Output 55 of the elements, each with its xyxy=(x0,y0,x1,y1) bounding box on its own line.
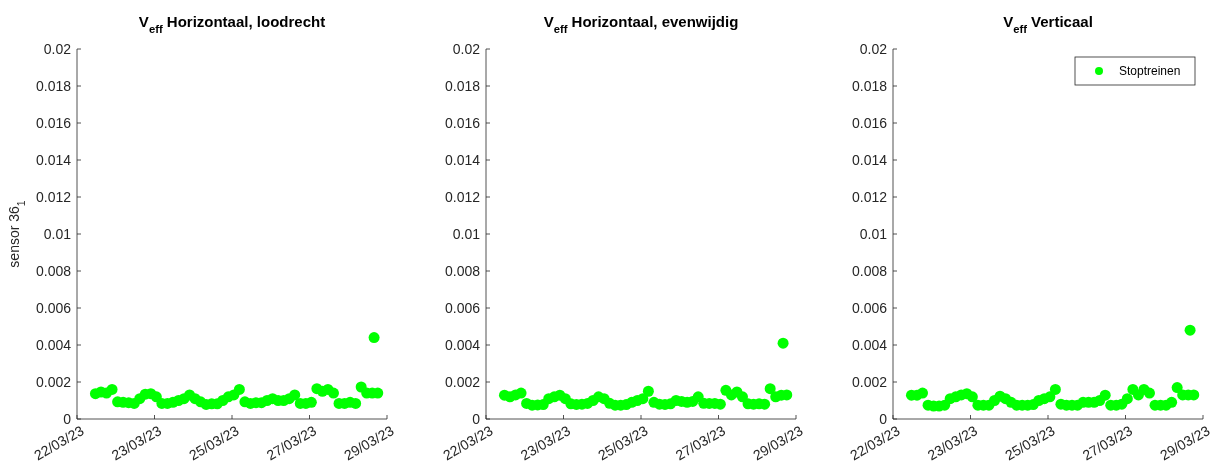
point xyxy=(736,391,748,403)
y-tick-label: 0.014 xyxy=(35,151,72,168)
y-tick-label: 0.004 xyxy=(851,336,888,353)
chart-title: V$_{eff}$ Horizontaal, evenwijdig xyxy=(543,13,739,35)
point xyxy=(233,383,245,395)
point xyxy=(106,383,118,395)
y-tick-label: 0.01 xyxy=(452,225,481,242)
y-tick-label: 0.02 xyxy=(43,40,72,57)
y-tick-label: 0.012 xyxy=(851,188,888,205)
y-tick-label: 0.002 xyxy=(35,373,72,390)
y-tick-label: 0.016 xyxy=(851,114,888,131)
y-tick-label: 0.02 xyxy=(452,40,481,57)
y-tick-label: 0.01 xyxy=(43,225,72,242)
y-tick-label: 0.018 xyxy=(851,77,888,94)
y-tick-label: 0.01 xyxy=(859,225,888,242)
point xyxy=(289,389,301,401)
point xyxy=(637,393,649,405)
legend-label: Stoptreinen xyxy=(1119,64,1181,79)
y-tick-label: 0.014 xyxy=(851,151,888,168)
chart-title: V$_{eff}$ Verticaal xyxy=(1003,13,1093,35)
point xyxy=(642,385,654,397)
y-tick-label: 0.006 xyxy=(851,299,888,316)
y-tick-label: 0.012 xyxy=(35,188,72,205)
point xyxy=(327,387,339,399)
chart-title: V$_{eff}$ Horizontaal, loodrecht xyxy=(138,13,326,35)
y-tick-label: 0.002 xyxy=(851,373,888,390)
y-tick-label: 0.012 xyxy=(444,188,481,205)
y-tick-label: 0.008 xyxy=(35,262,72,279)
y-tick-label: 0.004 xyxy=(35,336,72,353)
y-tick-label: 0 xyxy=(63,410,72,427)
point xyxy=(1121,393,1133,405)
y-tick-label: 0 xyxy=(472,410,481,427)
y-tick-label: 0.018 xyxy=(35,77,72,94)
y-tick-label: 0.016 xyxy=(35,114,72,131)
point xyxy=(1171,382,1183,394)
y-tick-label: 0.018 xyxy=(444,77,481,94)
point xyxy=(966,391,978,403)
point xyxy=(350,397,362,409)
y-tick-label: 0.004 xyxy=(444,336,481,353)
point xyxy=(515,387,527,399)
point xyxy=(764,383,776,395)
y-tick-label: 0.02 xyxy=(859,40,888,57)
y-tick-label: 0 xyxy=(879,410,888,427)
point xyxy=(1166,396,1178,408)
point xyxy=(917,387,929,399)
y-tick-label: 0.008 xyxy=(444,262,481,279)
y-tick-label: 0.014 xyxy=(444,151,481,168)
y-tick-label: 0.016 xyxy=(444,114,481,131)
point xyxy=(1099,389,1111,401)
y-tick-label: 0.006 xyxy=(35,299,72,316)
y-tick-label: 0.006 xyxy=(444,299,481,316)
point xyxy=(1049,383,1061,395)
y-tick-label: 0.002 xyxy=(444,373,481,390)
y-tick-label: 0.008 xyxy=(851,262,888,279)
point xyxy=(1143,387,1155,399)
